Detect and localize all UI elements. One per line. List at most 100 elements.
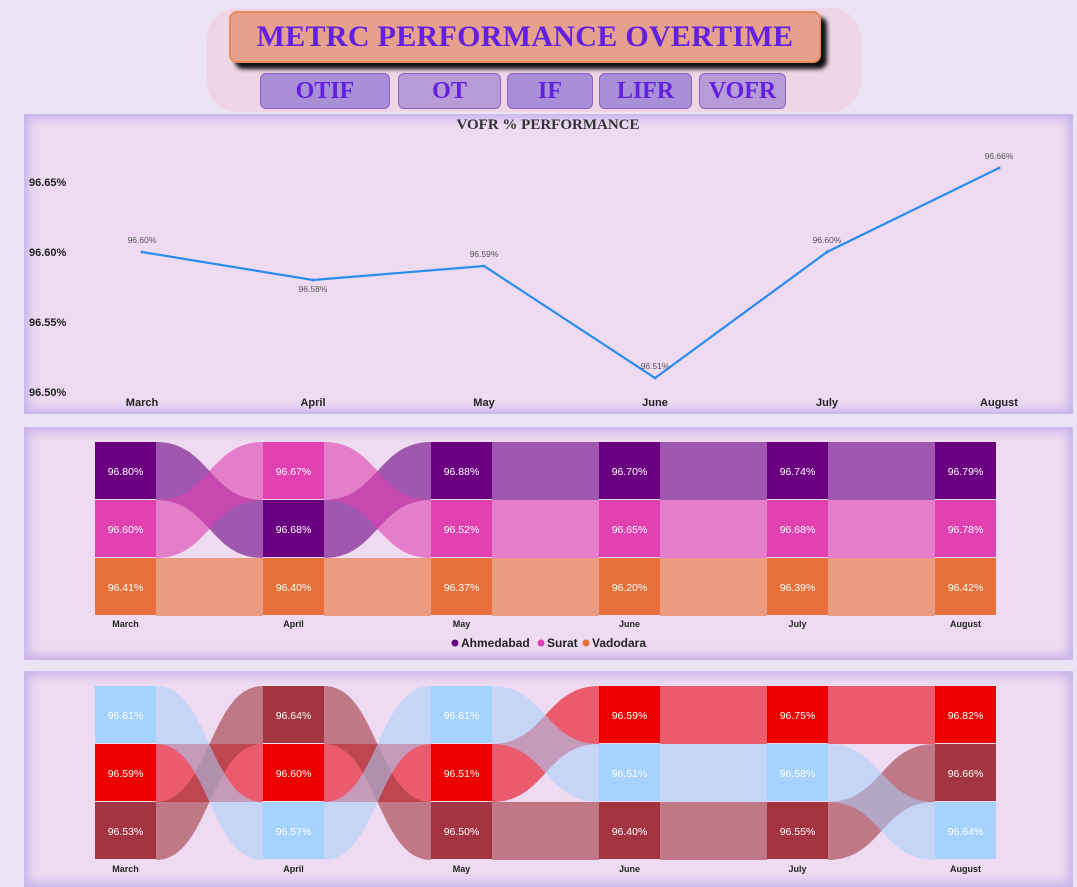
ribbon-band <box>492 442 599 500</box>
ribbon-cell <box>431 802 492 859</box>
x-tick-label: August <box>980 397 1018 409</box>
ribbon-band <box>492 500 599 558</box>
tab-lifr[interactable]: LIFR <box>599 73 692 109</box>
city-ribbon-panel: 96.80% 96.60% 96.41% 96.67% 96.68% 96.40% 96.8… <box>24 427 1073 660</box>
cell-value-label: 96.61% <box>108 710 144 722</box>
legend-label: Surat <box>547 636 578 650</box>
tab-otif[interactable]: OTIF <box>260 73 390 109</box>
line-chart-panel: VOFR % PERFORMANCE 96.50% 96.55% 96.60% 96.6… <box>24 114 1073 414</box>
legend-label: Ahmedabad <box>461 636 530 650</box>
ribbon-band <box>492 802 599 860</box>
y-tick-label: 96.65% <box>29 177 67 189</box>
series-line <box>141 167 1000 380</box>
cell-value-label: 96.55% <box>780 826 816 838</box>
cell-value-label: 96.65% <box>612 524 648 536</box>
cell-value-label: 96.57% <box>276 826 312 838</box>
data-label: 96.60% <box>813 235 842 245</box>
legend-label: Vadodara <box>592 636 646 650</box>
data-label: 96.51% <box>641 361 670 371</box>
x-tick-label: August <box>950 619 981 629</box>
ribbon-band <box>492 686 599 802</box>
legend-marker <box>582 639 590 647</box>
cell-value-label: 96.51% <box>612 768 648 780</box>
ribbon-cell <box>263 802 324 859</box>
ribbon-band <box>324 442 431 558</box>
page-title: METRC PERFORMANCE OVERTIME <box>229 11 821 63</box>
cell-value-label: 96.51% <box>444 768 480 780</box>
x-tick-label: June <box>619 619 640 629</box>
ribbon-cell <box>95 442 156 499</box>
cell-value-label: 96.59% <box>108 768 144 780</box>
ribbon-band <box>660 558 767 616</box>
cell-value-label: 96.52% <box>444 524 480 536</box>
cell-value-label: 96.39% <box>780 582 816 594</box>
ribbon-panel-2: 96.61% 96.59% 96.53% 96.64% 96.60% 96.57% 96.6… <box>24 671 1073 887</box>
city-ribbon-chart: 96.80% 96.60% 96.41% 96.67% 96.68% 96.40% 96.8… <box>95 442 996 650</box>
ribbon-cell <box>767 442 828 499</box>
cell-value-label: 96.64% <box>276 710 312 722</box>
cell-value-label: 96.80% <box>108 466 144 478</box>
x-tick-label: April <box>283 619 304 629</box>
ribbon-cell <box>767 802 828 859</box>
ribbon-cell <box>95 744 156 801</box>
x-tick-label: May <box>453 864 471 874</box>
x-tick-label: June <box>642 397 668 409</box>
ribbon-band <box>828 500 935 558</box>
ribbon-band <box>828 442 935 500</box>
x-tick-label: March <box>112 619 139 629</box>
ribbon-cell <box>935 442 996 499</box>
ribbon-cell <box>431 744 492 801</box>
ribbon-cell <box>767 558 828 615</box>
cell-value-label: 96.70% <box>612 466 648 478</box>
cell-value-label: 96.74% <box>780 466 816 478</box>
ribbon-cell <box>431 500 492 557</box>
data-label: 96.58% <box>299 284 328 294</box>
cell-value-label: 96.78% <box>948 524 984 536</box>
cell-value-label: 96.40% <box>276 582 312 594</box>
ribbon-cell <box>263 442 324 499</box>
tab-ot[interactable]: OT <box>398 73 501 109</box>
ribbon-band <box>492 558 599 616</box>
x-tick-label: August <box>950 864 981 874</box>
ribbon-band <box>156 442 263 558</box>
ribbon-cell <box>935 500 996 557</box>
ribbon-cell <box>95 686 156 743</box>
ribbon-band <box>324 558 431 616</box>
ribbon-band <box>828 744 935 860</box>
ribbon-cell <box>599 500 660 557</box>
x-tick-label: May <box>453 619 471 629</box>
ribbon-band <box>660 744 767 802</box>
data-point <box>997 166 1001 170</box>
data-point <box>482 264 486 268</box>
cell-value-label: 96.61% <box>444 710 480 722</box>
data-point <box>825 250 829 254</box>
x-tick-label: June <box>619 864 640 874</box>
ribbon-cell <box>599 744 660 801</box>
ribbon-cell <box>599 442 660 499</box>
tab-if[interactable]: IF <box>507 73 593 109</box>
ribbon-cell <box>431 558 492 615</box>
ribbon-band <box>660 442 767 500</box>
ribbon-cell <box>935 686 996 743</box>
data-point <box>140 250 144 254</box>
legend-marker <box>451 639 459 647</box>
cell-value-label: 96.68% <box>276 524 312 536</box>
cell-value-label: 96.20% <box>612 582 648 594</box>
ribbon-cell <box>431 686 492 743</box>
vofr-line-chart: VOFR % PERFORMANCE 96.50% 96.55% 96.60% 96.6… <box>29 117 1018 409</box>
y-tick-label: 96.50% <box>29 387 67 399</box>
x-tick-label: May <box>473 397 495 409</box>
ribbon-cell <box>95 500 156 557</box>
ribbon-cell <box>263 686 324 743</box>
ribbon-cell <box>263 744 324 801</box>
tab-vofr[interactable]: VOFR <box>699 73 786 109</box>
ribbon-cell <box>95 558 156 615</box>
x-tick-label: March <box>126 397 159 409</box>
cell-value-label: 96.60% <box>108 524 144 536</box>
chart-title: VOFR % PERFORMANCE <box>456 117 639 133</box>
ribbon-cell <box>767 500 828 557</box>
cell-value-label: 96.59% <box>612 710 648 722</box>
cell-value-label: 96.37% <box>444 582 480 594</box>
ribbon-cell <box>263 558 324 615</box>
data-point <box>653 376 657 380</box>
